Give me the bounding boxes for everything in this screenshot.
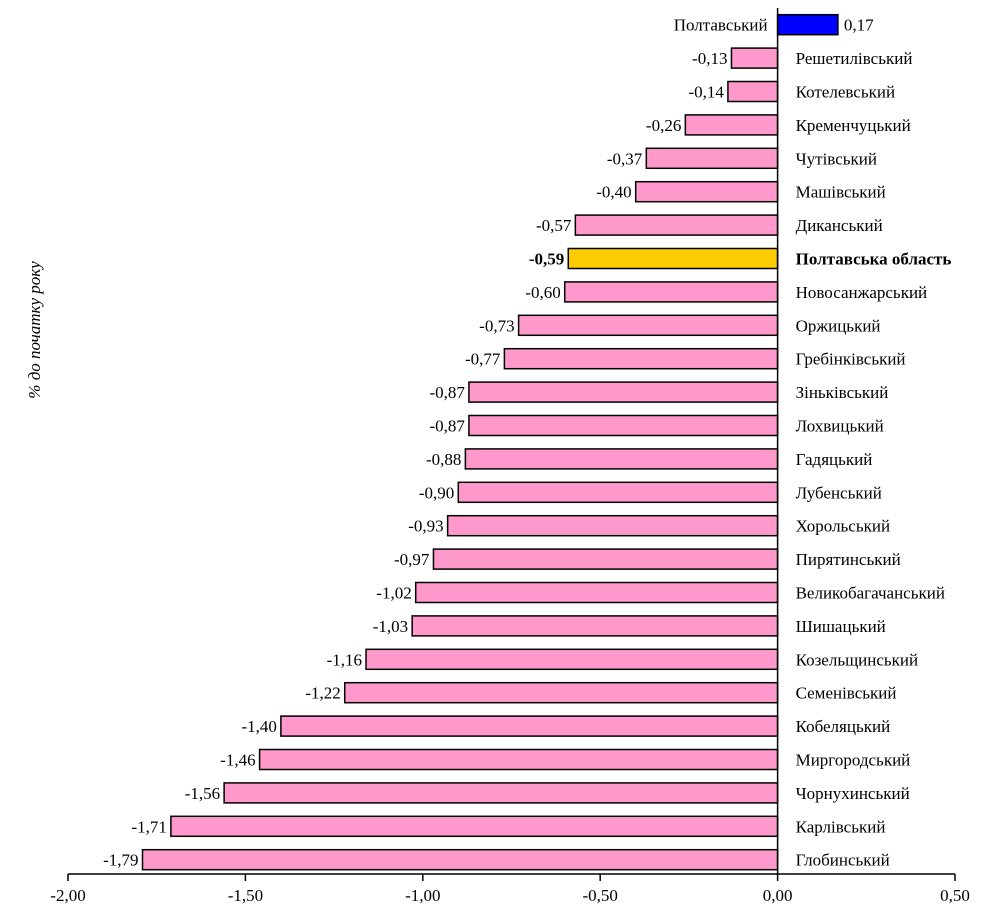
x-axis: -2,00 -1,50 -1,00 -0,50 0,00 0,50 [50, 8, 970, 905]
bar [503, 347, 779, 370]
bar [464, 448, 779, 470]
bar [414, 581, 779, 604]
data-label: -1,03 [373, 617, 408, 636]
category-label: Хорольський [796, 517, 890, 536]
data-label: -0,14 [689, 83, 725, 102]
data-label: -1,56 [185, 784, 220, 803]
bar [645, 147, 779, 170]
bar [776, 13, 839, 36]
category-label: Полтавська область [796, 250, 952, 269]
bar [343, 681, 779, 704]
data-label: -0,77 [465, 350, 501, 369]
bar [141, 848, 779, 871]
data-label: -1,02 [376, 584, 411, 603]
data-label: -0,90 [419, 483, 454, 502]
data-label: -0,26 [646, 116, 681, 135]
bar [280, 715, 779, 737]
category-label: Гадяцький [796, 450, 873, 469]
data-label: -1,16 [327, 650, 362, 669]
bar [365, 648, 779, 671]
x-tick-label: -1,00 [405, 886, 440, 905]
bar [634, 180, 779, 203]
bar [468, 381, 779, 403]
data-label: 0,17 [844, 16, 874, 35]
bar [258, 748, 779, 771]
data-label: -1,71 [131, 817, 166, 836]
bar [684, 114, 779, 136]
category-label: Диканський [796, 216, 883, 235]
category-label: Зіньківський [796, 383, 889, 402]
data-label: -1,40 [241, 717, 276, 736]
category-label: Глобинський [796, 851, 890, 870]
category-label: Миргородський [796, 751, 911, 770]
bar [223, 782, 779, 804]
data-label: -1,22 [305, 684, 340, 703]
bar [517, 314, 779, 337]
bar [457, 481, 779, 504]
category-label: Семенівський [796, 684, 897, 703]
category-label: Кобеляцький [796, 717, 891, 736]
bars-group: 0,17 Полтавський -0,13 Решетилівський -0,14 К… [103, 13, 952, 871]
category-label: Великобагачанський [796, 584, 945, 603]
bar [468, 414, 779, 437]
category-label: Лохвицький [796, 417, 884, 436]
data-label: -0,93 [408, 517, 443, 536]
x-tick-label: -0,50 [582, 886, 617, 905]
category-label: Козельщинський [796, 650, 919, 669]
data-label: -1,46 [220, 751, 255, 770]
data-label: -0,37 [607, 149, 643, 168]
y-axis-label: % до початку року [25, 261, 44, 399]
bar [446, 514, 779, 537]
data-label: -1,79 [103, 851, 138, 870]
data-label: -0,13 [692, 49, 727, 68]
data-label: -0,73 [479, 316, 514, 335]
category-label: Оржицький [796, 316, 881, 335]
category-label: Чорнухинський [796, 784, 910, 803]
category-label: Лубенський [796, 483, 882, 502]
data-label: -0,87 [430, 417, 466, 436]
bar [727, 80, 779, 103]
data-label: -0,88 [426, 450, 461, 469]
bar [730, 47, 779, 69]
data-label: -0,57 [536, 216, 572, 235]
category-label: Решетилівський [796, 49, 913, 68]
data-label: -0,59 [529, 250, 564, 269]
bar [411, 615, 779, 637]
x-tick-label: 0,00 [763, 886, 793, 905]
x-tick-label: -2,00 [50, 886, 85, 905]
category-label: Шишацький [796, 617, 886, 636]
category-label: Полтавський [674, 16, 768, 35]
category-label: Пирятинський [796, 550, 901, 569]
category-label: Кременчуцький [796, 116, 911, 135]
category-label: Машівський [796, 183, 886, 202]
category-label: Гребінківський [796, 350, 906, 369]
bar [574, 214, 779, 236]
bar [563, 281, 779, 303]
bar [432, 548, 779, 570]
category-label: Карлівський [796, 817, 886, 836]
bar [567, 247, 779, 270]
data-label: -0,87 [430, 383, 466, 402]
data-label: -0,97 [394, 550, 430, 569]
category-label: Новосанжарський [796, 283, 928, 302]
data-label: -0,40 [596, 183, 631, 202]
x-tick-label: -1,50 [228, 886, 263, 905]
category-label: Чутівський [796, 149, 877, 168]
data-label: -0,60 [525, 283, 560, 302]
x-tick-label: 0,50 [940, 886, 970, 905]
category-label: Котелевський [796, 83, 895, 102]
bar [170, 815, 779, 838]
